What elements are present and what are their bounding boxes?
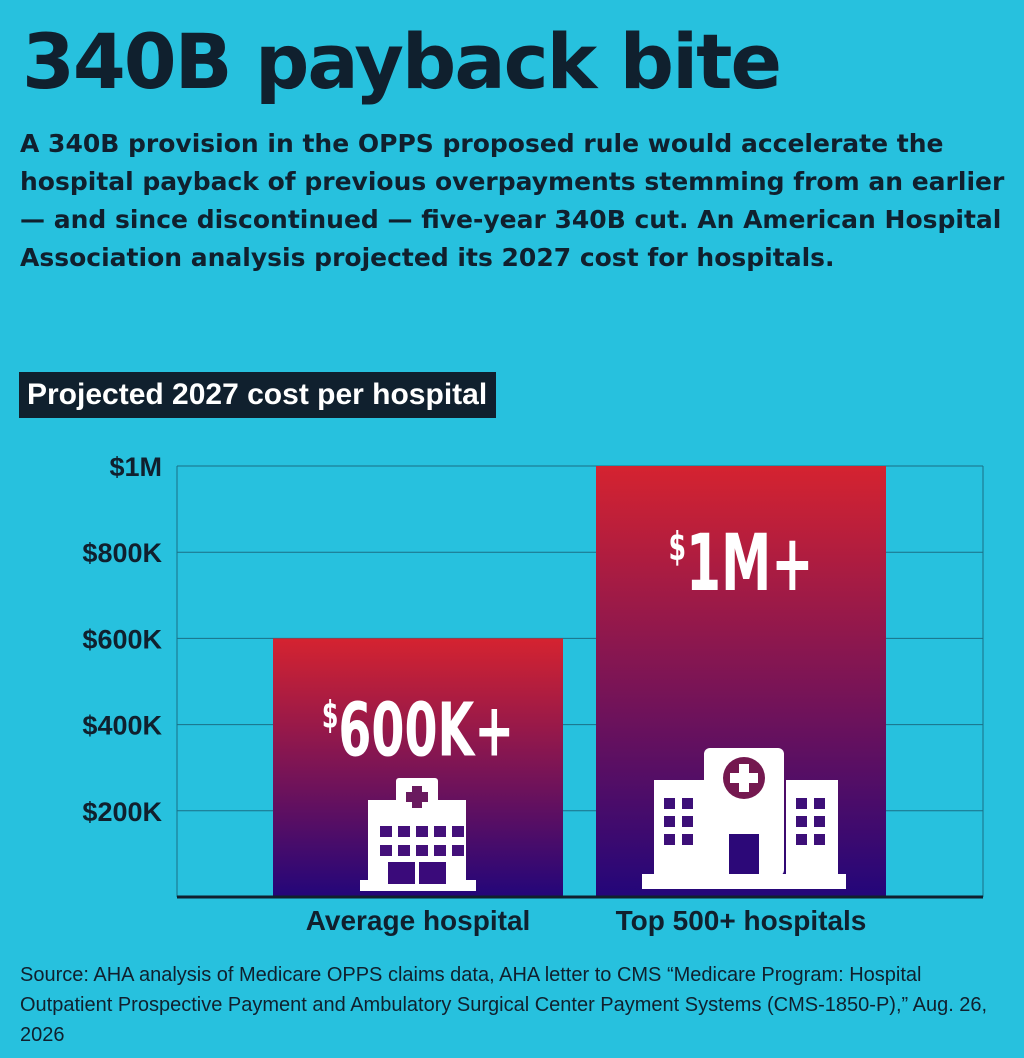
- bar-value-label: $1M+: [669, 517, 814, 609]
- bar-value-label: $600K+: [322, 686, 514, 773]
- page-title: 340B payback bite: [22, 17, 782, 106]
- hospital-large-icon: [642, 748, 846, 889]
- currency-symbol: $: [322, 694, 339, 737]
- source-note: Source: AHA analysis of Medicare OPPS cl…: [20, 964, 988, 1046]
- value-amount: 1M+: [686, 517, 813, 609]
- y-tick-label: $800K: [82, 538, 162, 568]
- chart-title: Projected 2027 cost per hospital: [19, 372, 497, 418]
- y-tick-label: $600K: [82, 624, 162, 654]
- y-tick-label: $400K: [82, 711, 162, 741]
- intro-text: A 340B provision in the OPPS proposed ru…: [20, 129, 1005, 272]
- currency-symbol: $: [669, 523, 687, 569]
- value-amount: 600K+: [338, 686, 514, 773]
- bar-chart: $200K $400K $600K $800K $1M Average hospital $…: [82, 452, 984, 936]
- hospital-small-icon: [360, 778, 476, 891]
- y-tick-label: $1M: [109, 452, 162, 482]
- x-category-label: Average hospital: [306, 905, 531, 936]
- y-tick-label: $200K: [82, 797, 162, 827]
- x-category-label: Top 500+ hospitals: [616, 905, 867, 936]
